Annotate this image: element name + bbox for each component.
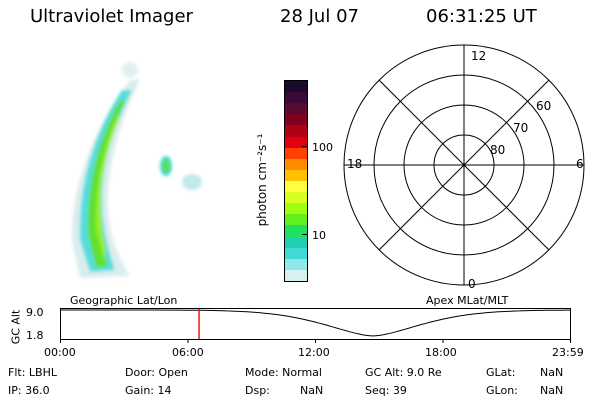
- mlt-label-0: 0: [468, 277, 476, 291]
- colorbar-swatch: [285, 192, 307, 204]
- apex-title: Apex MLat/MLT: [426, 294, 509, 307]
- mlat-label-70: 70: [513, 121, 528, 135]
- colorbar-swatch: [285, 136, 307, 148]
- colorbar-tick-100: 100: [312, 141, 333, 154]
- geographic-title: Geographic Lat/Lon: [70, 294, 178, 307]
- colorbar-swatch: [285, 147, 307, 159]
- gc-alt-axis-label: GC Alt: [9, 309, 23, 345]
- colorbar-tick-10: 10: [312, 229, 326, 242]
- x-tick-1200: 12:00: [298, 346, 330, 359]
- auroral-image: [71, 62, 202, 278]
- colorbar-swatch: [285, 214, 307, 226]
- dsp-label: Dsp:: [245, 384, 270, 397]
- door-info: Door: Open: [125, 366, 188, 379]
- mlt-label-12: 12: [471, 49, 486, 63]
- colorbar-swatch: [285, 258, 307, 270]
- colorbar-swatch: [285, 203, 307, 215]
- x-tick-0600: 06:00: [172, 346, 204, 359]
- colorbar-swatch: [285, 158, 307, 170]
- x-tick-0000: 00:00: [44, 346, 76, 359]
- colorbar-swatch: [285, 225, 307, 237]
- mlt-label-18: 18: [347, 157, 362, 171]
- colorbar-swatch: [285, 103, 307, 115]
- colorbar: [284, 80, 308, 282]
- colorbar-swatch: [285, 269, 307, 281]
- colorbar-swatch: [285, 92, 307, 104]
- mlt-label-6: 6: [576, 157, 584, 171]
- gc-alt-info: GC Alt: 9.0 Re: [365, 366, 442, 379]
- mlat-mlt-polar-plot: 12 18 6 0 60 70 80: [343, 44, 585, 291]
- gc-altitude-timeline: [60, 308, 571, 343]
- x-tick-1800: 18:00: [425, 346, 457, 359]
- gain-info: Gain: 14: [125, 384, 172, 397]
- date-label: 28 Jul 07: [280, 6, 359, 27]
- y-tick-9: 9.0: [26, 306, 44, 319]
- instrument-title: Ultraviolet Imager: [30, 6, 193, 27]
- mlat-label-60: 60: [536, 99, 551, 113]
- colorbar-swatch: [285, 247, 307, 259]
- mlat-label-80: 80: [490, 143, 505, 157]
- x-tick-2359: 23:59: [552, 346, 584, 359]
- glon-label: GLon:: [486, 384, 518, 397]
- colorbar-swatch: [285, 114, 307, 126]
- mode-info: Mode: Normal: [245, 366, 322, 379]
- colorbar-units-label: photon cm⁻²s⁻¹: [255, 133, 269, 227]
- glat-value: NaN: [540, 366, 564, 379]
- time-label: 06:31:25 UT: [426, 6, 537, 27]
- colorbar-swatch: [285, 236, 307, 248]
- colorbar-swatch: [285, 81, 307, 93]
- glon-value: NaN: [540, 384, 564, 397]
- ip-info: IP: 36.0: [8, 384, 50, 397]
- colorbar-swatch: [285, 169, 307, 181]
- colorbar-swatch: [285, 180, 307, 193]
- seq-info: Seq: 39: [365, 384, 407, 397]
- dsp-value: NaN: [300, 384, 324, 397]
- colorbar-swatch: [285, 125, 307, 137]
- y-tick-1-8: 1.8: [26, 329, 44, 342]
- glat-label: GLat:: [486, 366, 516, 379]
- filter-info: Flt: LBHL: [8, 366, 57, 379]
